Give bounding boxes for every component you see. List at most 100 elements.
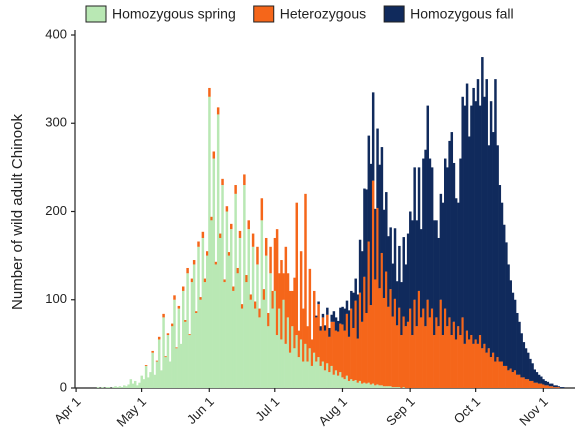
- bar-segment: [537, 374, 541, 384]
- bar-segment: [470, 335, 473, 388]
- bar-segment: [249, 299, 253, 388]
- bar-segment: [284, 343, 288, 388]
- bar-segment: [518, 321, 521, 375]
- bar-segment: [561, 387, 565, 388]
- bar-segment: [557, 386, 561, 388]
- bar-segment: [489, 357, 493, 388]
- legend-swatch: [253, 5, 275, 23]
- bar-segment: [138, 382, 141, 388]
- bar-segment: [219, 233, 222, 238]
- bar-segment: [413, 299, 416, 388]
- bar-segment: [236, 273, 240, 388]
- bar-segment: [125, 386, 128, 388]
- legend-label: Homozygous fall: [410, 6, 514, 22]
- x-tick-label: Nov 1: [516, 394, 551, 429]
- bar-segment: [232, 290, 235, 388]
- bar-segment: [227, 252, 231, 256]
- bar-segment: [197, 241, 200, 247]
- bar-segment: [267, 326, 270, 388]
- bar-segment: [151, 350, 154, 353]
- bar-segment: [334, 317, 338, 331]
- legend-swatch: [383, 5, 405, 23]
- bar-segment: [450, 335, 454, 388]
- bar-segment: [262, 289, 266, 300]
- bar-segment: [347, 310, 351, 337]
- bar-segment: [315, 317, 318, 362]
- bar-segment: [478, 335, 482, 388]
- bar-segment: [367, 135, 371, 242]
- bar-segment: [216, 114, 220, 389]
- bar-segment: [232, 286, 235, 291]
- bar-segment: [345, 313, 349, 376]
- bar-segment: [378, 385, 381, 388]
- bar-segment: [472, 87, 475, 344]
- bar-segment: [365, 312, 368, 384]
- bar-segment: [199, 297, 202, 300]
- bar-segment: [280, 260, 283, 340]
- bar-segment: [149, 372, 152, 388]
- bar-segment: [293, 348, 296, 388]
- bar-segment: [419, 317, 423, 388]
- bar-segment: [332, 311, 336, 322]
- bar-segment: [398, 307, 401, 388]
- bar-segment: [476, 343, 480, 388]
- bar-segment: [157, 336, 161, 340]
- bar-segment: [367, 382, 371, 388]
- bar-segment: [245, 275, 248, 283]
- bar-segment: [409, 308, 412, 388]
- bar-segment: [424, 149, 427, 327]
- bar-segment: [417, 167, 421, 291]
- bar-segment: [376, 128, 379, 208]
- bar-segment: [238, 237, 242, 388]
- bar-segment: [251, 246, 255, 388]
- bar-segment: [203, 282, 207, 388]
- bar-segment: [299, 251, 303, 340]
- bar-segment: [356, 338, 360, 383]
- bar-segment: [433, 335, 436, 388]
- bar-segment: [173, 295, 176, 300]
- bar-segment: [402, 316, 405, 388]
- bar-segment: [352, 292, 355, 328]
- bar-segment: [321, 313, 325, 318]
- bar-segment: [354, 300, 357, 381]
- bar-segment: [238, 230, 242, 238]
- bar-segment: [332, 374, 336, 388]
- bar-segment: [114, 386, 117, 388]
- bar-segment: [518, 374, 521, 388]
- bar-segment: [529, 358, 532, 381]
- bar-segment: [406, 233, 410, 322]
- x-tick-label: May 1: [114, 394, 150, 430]
- bar-segment: [326, 363, 329, 388]
- bar-segment: [328, 336, 331, 373]
- bar-segment: [328, 372, 331, 388]
- bar-segment: [548, 383, 552, 387]
- bar-segment: [171, 326, 174, 388]
- bar-segment: [358, 380, 362, 388]
- bar-segment: [350, 290, 353, 309]
- bar-segment: [107, 387, 111, 388]
- bar-segment: [452, 162, 456, 322]
- bar-segment: [463, 105, 467, 344]
- bar-segment: [446, 167, 449, 327]
- bar-segment: [157, 339, 161, 388]
- bar-segment: [136, 385, 139, 388]
- y-axis-label: Number of wild adult Chinook: [9, 114, 26, 310]
- bar-segment: [258, 308, 261, 318]
- bar-segment: [330, 321, 333, 366]
- bar-segment: [315, 361, 318, 388]
- bar-segment: [323, 325, 327, 331]
- bar-segment: [295, 202, 299, 336]
- bar-segment: [201, 231, 205, 238]
- bar-segment: [470, 105, 473, 336]
- bar-segment: [487, 145, 491, 349]
- bar-segment: [544, 380, 547, 386]
- bar-segment: [190, 278, 194, 283]
- bar-segment: [343, 308, 347, 331]
- bar-segment: [371, 383, 375, 388]
- bar-segment: [240, 308, 244, 388]
- bar-segment: [323, 330, 327, 371]
- bar-segment: [177, 308, 181, 388]
- bar-segment: [496, 357, 499, 388]
- bar-segment: [330, 314, 333, 322]
- bar-segment: [297, 330, 301, 358]
